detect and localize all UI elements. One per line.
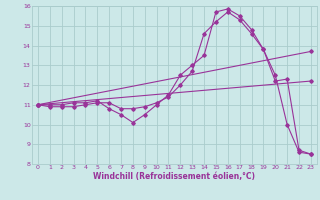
- X-axis label: Windchill (Refroidissement éolien,°C): Windchill (Refroidissement éolien,°C): [93, 172, 255, 181]
